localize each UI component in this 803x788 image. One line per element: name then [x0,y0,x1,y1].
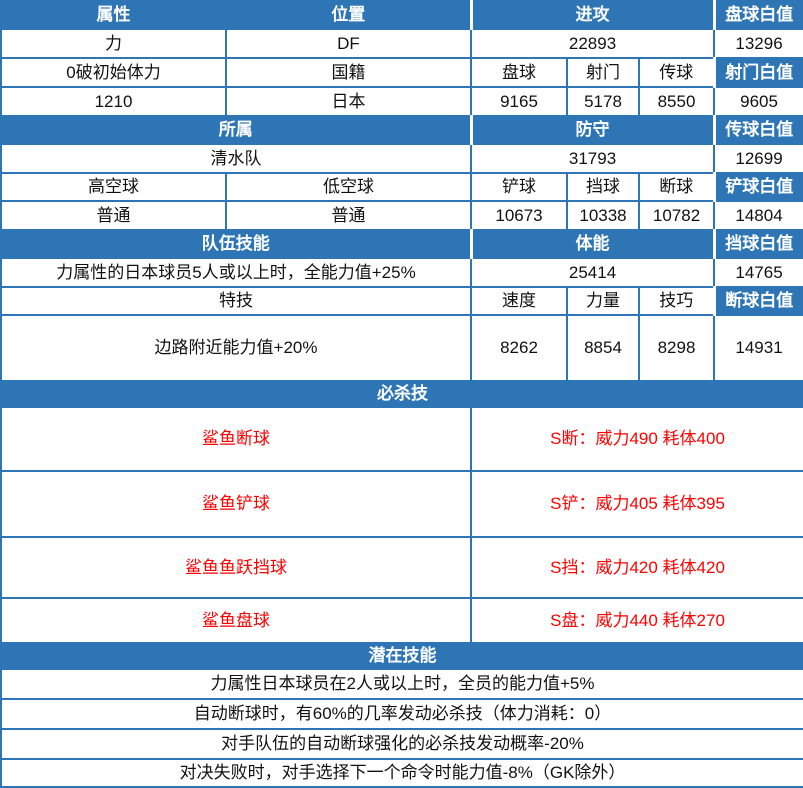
ultimate-name: 鲨鱼断球 [0,406,472,472]
shoot-white-value: 9605 [713,86,803,117]
intercept-label: 断球 [637,172,716,202]
highball-value: 普通 [0,200,227,231]
potential-row: 自动断球时，有60%的几率发动必杀技（体力消耗：0） [0,698,803,730]
attack-header: 进攻 [469,0,716,30]
shoot-white-header: 射门白值 [712,57,803,88]
row-subvalues-2: 普通 普通 10673 10338 10782 14804 [0,200,803,231]
row-header-2: 所属 防守 传球白值 [0,115,803,145]
row-attr-values: 力 DF 22893 13296 [0,28,803,59]
ultimate-detail: S断：威力490 耗体400 [469,406,803,472]
lowball-value: 普通 [225,200,472,231]
stamina-total-value: 25414 [469,257,716,288]
ultimate-detail: S盘：威力440 耗体270 [469,597,803,644]
tech-value: 8298 [637,314,716,382]
ultimate-detail: S铲：威力405 耗体395 [469,470,803,538]
row-sublabels-2: 高空球 低空球 铲球 挡球 断球 铲球白值 [0,172,803,202]
position-header: 位置 [225,0,472,30]
ultimate-section-header: 必杀技 [0,380,803,408]
special-skill-value: 边路附近能力值+20% [0,314,472,382]
dribble-white-value: 13296 [713,28,803,59]
row-potential-header: 潜在技能 [0,642,803,670]
potential-row: 力属性日本球员在2人或以上时，全员的能力值+5% [0,668,803,700]
row-header-3: 队伍技能 体能 挡球白值 [0,229,803,259]
ultimate-row: 鲨鱼鱼跃挡球 S挡：威力420 耗体420 [0,536,803,599]
attr-header: 属性 [0,0,227,30]
ultimate-row: 鲨鱼盘球 S盘：威力440 耗体270 [0,597,803,644]
ultimate-row: 鲨鱼断球 S断：威力490 耗体400 [0,406,803,472]
potential-section-header: 潜在技能 [0,642,803,670]
potential-skill-text: 对手队伍的自动断球强化的必杀技发动概率-20% [0,728,803,760]
ultimate-name: 鲨鱼盘球 [0,597,472,644]
potential-row: 对手队伍的自动断球强化的必杀技发动概率-20% [0,728,803,760]
power-value: 8854 [566,314,640,382]
ultimate-detail: S挡：威力420 耗体420 [469,536,803,599]
speed-label: 速度 [470,286,568,316]
attr-value: 力 [0,28,227,59]
potential-skill-text: 对决失败时，对手选择下一个命令时能力值-8%（GK除外） [0,758,803,788]
pass-label: 传球 [637,57,716,88]
intercept-white-header: 断球白值 [712,286,803,316]
defense-value: 31793 [469,143,716,174]
position-value: DF [225,28,472,59]
ultimate-name-text: 鲨鱼盘球 [202,610,270,630]
tackle-white-value: 14804 [713,200,803,231]
ultimate-row: 鲨鱼铲球 S铲：威力405 耗体395 [0,470,803,538]
intercept-value: 10782 [637,200,716,231]
intercept-white-value: 14931 [713,314,803,382]
potential-skill-text: 力属性日本球员在2人或以上时，全员的能力值+5% [0,668,803,700]
row-header-1: 属性 位置 进攻 盘球白值 [0,0,803,30]
special-skill-label: 特技 [0,286,472,316]
stamina-header: 体能 [469,229,716,259]
row-special-skill: 边路附近能力值+20% 8262 8854 8298 14931 [0,314,803,382]
stamina-label: 0破初始体力 [0,57,227,88]
row-ultimate-header: 必杀技 [0,380,803,408]
nation-value: 日本 [225,86,472,117]
row-sublabels-1: 0破初始体力 国籍 盘球 射门 传球 射门白值 [0,57,803,88]
pass-white-header: 传球白值 [712,115,803,145]
dribble-label: 盘球 [470,57,568,88]
ultimate-name-text: 鲨鱼断球 [202,429,270,449]
tackle-label: 铲球 [470,172,568,202]
block-label: 挡球 [566,172,640,202]
shoot-label: 射门 [566,57,640,88]
row-sublabels-3: 特技 速度 力量 技巧 断球白值 [0,286,803,316]
tackle-value: 10673 [470,200,568,231]
potential-row: 对决失败时，对手选择下一个命令时能力值-8%（GK除外） [0,758,803,788]
dribble-white-header: 盘球白值 [712,0,803,30]
team-value: 清水队 [0,143,472,174]
shoot-value: 5178 [566,86,640,117]
row-team-values: 清水队 31793 12699 [0,143,803,174]
ultimate-name: 鲨鱼铲球 [0,470,472,538]
power-label: 力量 [566,286,640,316]
block-white-value: 14765 [713,257,803,288]
ultimate-name-text: 鲨鱼鱼跃挡球 [185,557,287,577]
lowball-label: 低空球 [225,172,472,202]
stamina-value: 1210 [0,86,227,117]
tackle-white-header: 铲球白值 [712,172,803,202]
row-subvalues-1: 1210 日本 9165 5178 8550 9605 [0,86,803,117]
tech-label: 技巧 [637,286,716,316]
ultimate-name-text: 鲨鱼铲球 [202,494,270,514]
potential-skill-text: 自动断球时，有60%的几率发动必杀技（体力消耗：0） [0,698,803,730]
block-white-header: 挡球白值 [712,229,803,259]
pass-value: 8550 [637,86,716,117]
speed-value: 8262 [470,314,568,382]
dribble-value: 9165 [470,86,568,117]
team-header: 所属 [0,115,472,145]
block-value: 10338 [566,200,640,231]
nation-label: 国籍 [225,57,472,88]
ultimate-name: 鲨鱼鱼跃挡球 [0,536,472,599]
highball-label: 高空球 [0,172,227,202]
attack-value: 22893 [469,28,716,59]
team-skill-header: 队伍技能 [0,229,472,259]
defense-header: 防守 [469,115,716,145]
pass-white-value: 12699 [713,143,803,174]
row-team-skill: 力属性的日本球员5人或以上时，全能力值+25% 25414 14765 [0,257,803,288]
team-skill-value: 力属性的日本球员5人或以上时，全能力值+25% [0,257,472,288]
